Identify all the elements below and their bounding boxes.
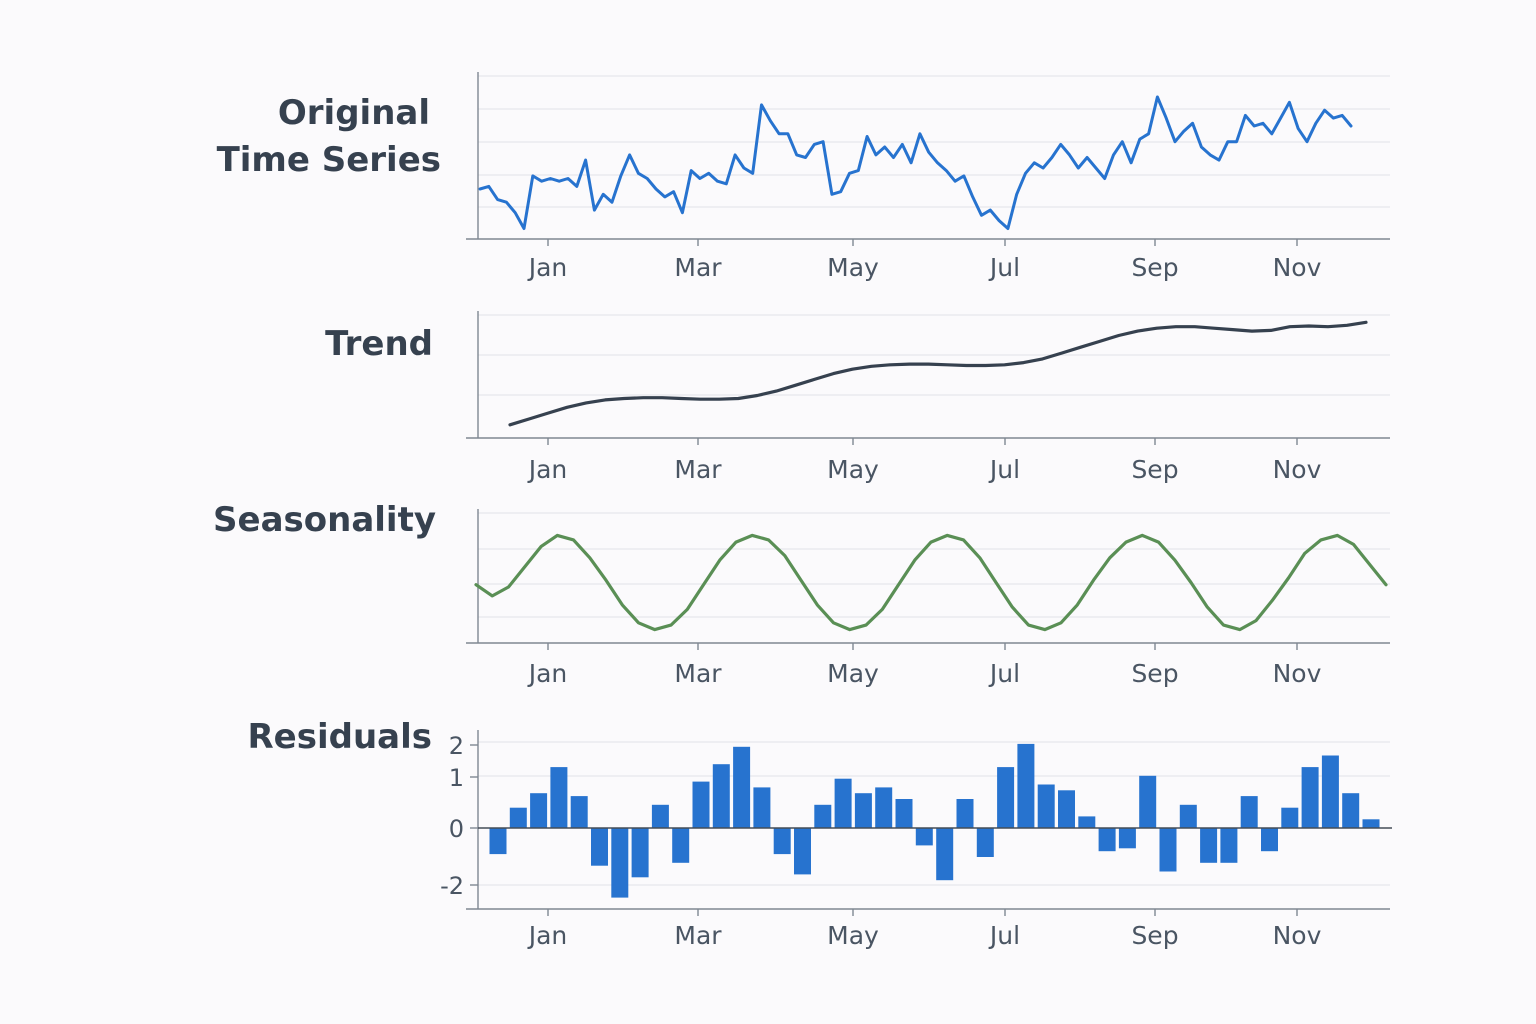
residuals-x-tick-label: Jul xyxy=(988,921,1020,950)
residual-bar xyxy=(936,828,954,881)
residual-bar xyxy=(1220,828,1238,863)
residual-bar xyxy=(611,828,629,898)
residuals-x-tick-label: Nov xyxy=(1273,921,1322,950)
trend-x-tick-label: Mar xyxy=(674,455,722,484)
seasonality-x-tick-label: Jul xyxy=(988,659,1020,688)
original-x-tick-label: Jan xyxy=(527,253,568,282)
residual-bar xyxy=(834,778,852,828)
residual-bar xyxy=(1078,816,1096,828)
residual-bar xyxy=(794,828,811,875)
trend-x-tick-label: Sep xyxy=(1131,455,1178,484)
residual-bar xyxy=(1058,790,1075,828)
residual-bar xyxy=(997,767,1015,828)
residuals-y-tick-label: 1 xyxy=(449,764,464,792)
residuals-x-tick-label: Jan xyxy=(527,921,568,950)
trend-panel: Trend Jan Mar May Jul Sep Nov xyxy=(325,311,1390,484)
residual-bar xyxy=(733,746,751,828)
seasonality-x-tick-label: Nov xyxy=(1273,659,1322,688)
trend-title: Trend xyxy=(325,324,433,364)
original-x-tick-label: Nov xyxy=(1273,253,1322,282)
residual-bar xyxy=(651,804,669,828)
residual-bar xyxy=(530,793,548,828)
residual-bar xyxy=(692,781,710,828)
residual-bar xyxy=(1159,828,1177,872)
residual-bar xyxy=(1179,804,1197,828)
residual-bar xyxy=(509,807,527,828)
residuals-panel: Residuals 2 1 0 -2 Jan Mar May Jul Sep Nov xyxy=(247,717,1392,950)
residual-bar xyxy=(854,793,872,828)
residual-bar xyxy=(672,828,690,863)
original-series-panel: Original Time Series Jan Mar May Jul Sep Nov xyxy=(217,72,1390,282)
residual-bar xyxy=(915,828,933,846)
residual-bar xyxy=(875,787,893,828)
residuals-x-tick-label: Mar xyxy=(674,921,722,950)
trend-series-line xyxy=(508,320,1368,427)
residual-bar xyxy=(773,828,791,855)
trend-x-tick-label: Jul xyxy=(988,455,1020,484)
original-x-tick-label: Sep xyxy=(1131,253,1178,282)
residual-bar xyxy=(1098,828,1116,852)
residuals-x-tick-label: Sep xyxy=(1131,921,1178,950)
trend-x-tick-label: Nov xyxy=(1273,455,1322,484)
trend-x-tick-label: Jan xyxy=(527,455,568,484)
seasonality-x-tick-label: May xyxy=(827,659,879,688)
original-x-tick-label: Mar xyxy=(674,253,722,282)
residual-bar xyxy=(712,764,730,828)
original-title-line-2: Time Series xyxy=(217,140,441,180)
residual-bar xyxy=(1321,755,1339,828)
residuals-x-tick-label: May xyxy=(827,921,879,950)
residual-bar xyxy=(550,767,568,828)
residual-bar xyxy=(976,828,994,857)
residual-bar xyxy=(1281,807,1299,828)
original-x-tick-label: May xyxy=(827,253,879,282)
residuals-y-tick-label: -2 xyxy=(440,872,464,900)
seasonality-x-tick-label: Jan xyxy=(527,659,568,688)
seasonality-panel: Seasonality Jan Mar May Jul Sep Nov xyxy=(213,500,1390,688)
residual-bar xyxy=(1342,793,1360,828)
original-title-line-1: Original xyxy=(278,93,430,133)
residual-bar xyxy=(591,828,608,866)
residual-bar xyxy=(489,828,507,855)
residual-bar xyxy=(895,799,913,828)
seasonality-x-tick-label: Sep xyxy=(1131,659,1178,688)
residual-bar xyxy=(1118,828,1136,849)
residual-bar xyxy=(1261,828,1278,852)
residual-bar xyxy=(956,799,974,828)
seasonality-title: Seasonality xyxy=(213,500,436,540)
residuals-y-tick-label: 2 xyxy=(449,732,464,760)
residual-bar xyxy=(1139,775,1157,828)
residual-bar xyxy=(814,804,832,828)
residual-bar xyxy=(1200,828,1218,863)
residuals-y-tick-label: 0 xyxy=(449,815,464,843)
residual-bar xyxy=(1301,767,1319,828)
residual-bar xyxy=(753,787,771,828)
residual-bar xyxy=(1037,784,1055,828)
seasonality-series-line xyxy=(474,533,1388,632)
original-x-tick-label: Jul xyxy=(988,253,1020,282)
residuals-title: Residuals xyxy=(247,717,432,757)
residual-bar xyxy=(1017,743,1035,828)
trend-x-tick-label: May xyxy=(827,455,879,484)
residual-bar xyxy=(631,828,649,878)
seasonality-x-tick-label: Mar xyxy=(674,659,722,688)
residual-bar xyxy=(1362,819,1380,828)
residual-bar xyxy=(1240,796,1258,828)
original-series-line xyxy=(478,95,1353,230)
residual-bar xyxy=(570,796,588,828)
